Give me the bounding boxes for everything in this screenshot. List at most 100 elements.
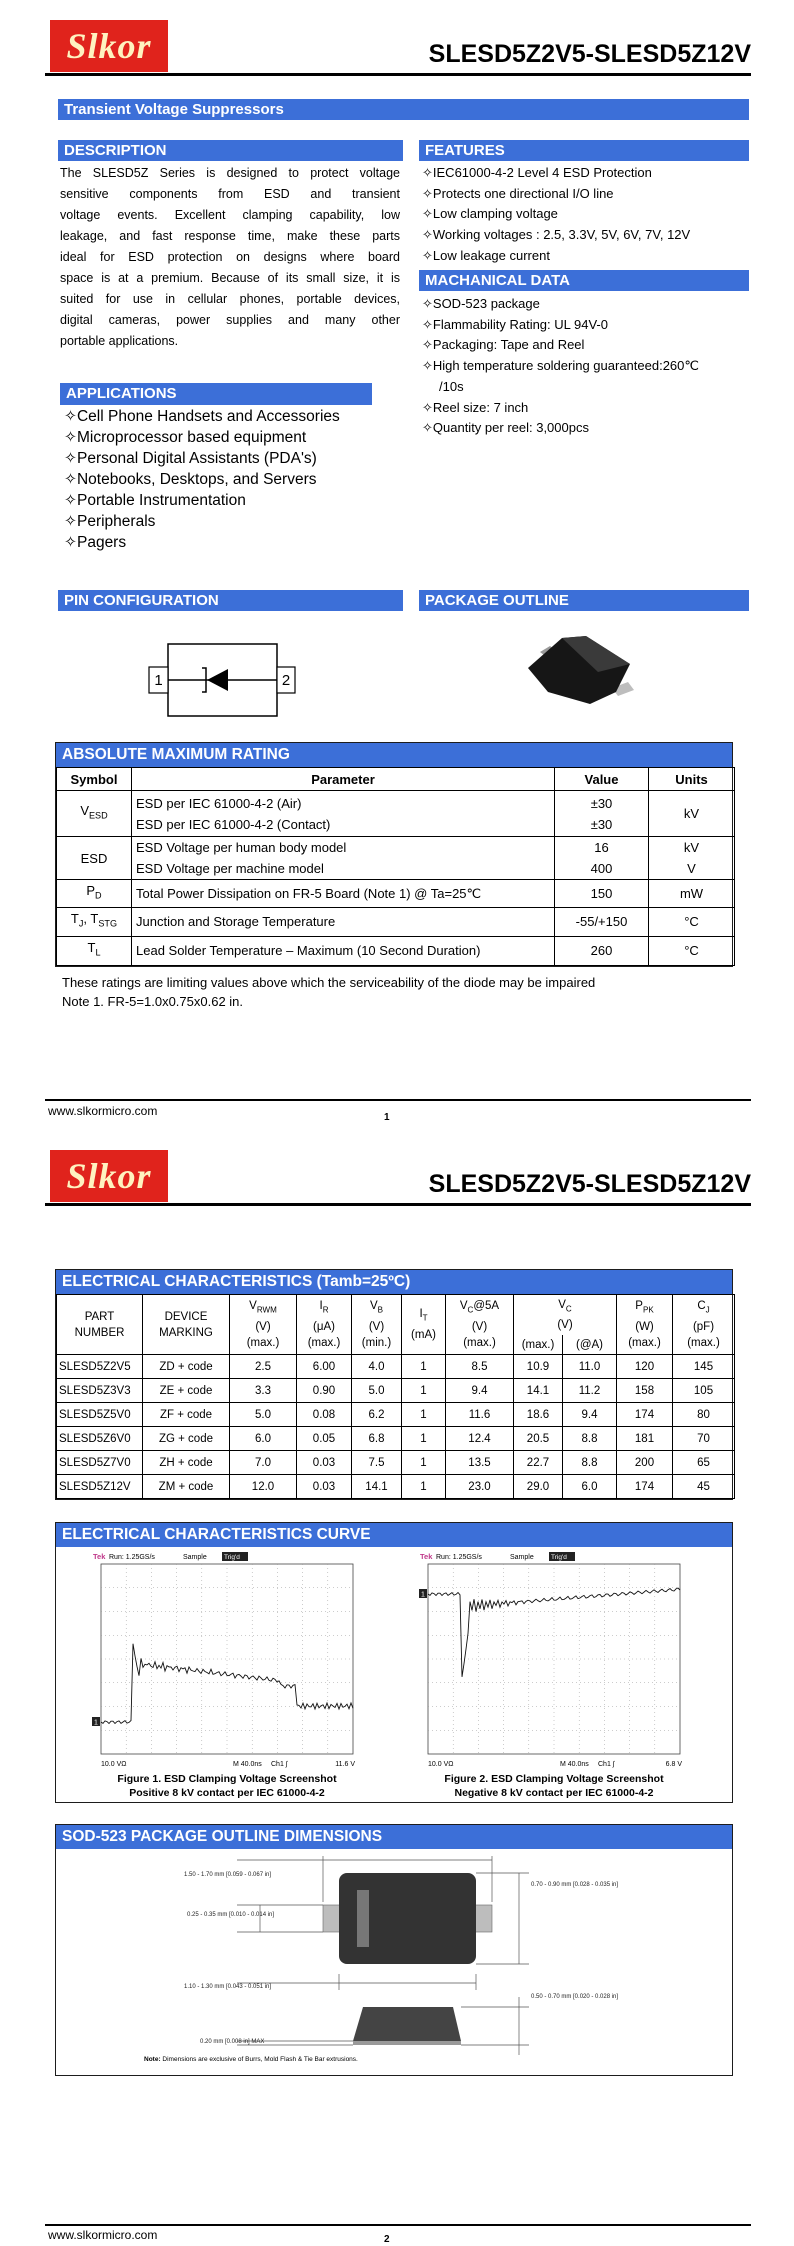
footer-rule — [45, 2224, 751, 2226]
header-row: Symbol Parameter Value Units — [56, 767, 735, 791]
list-item: ✧Portable Instrumentation — [64, 492, 246, 509]
subscript: C — [565, 1304, 572, 1314]
package-side-view — [353, 2007, 461, 2041]
parameter-cell: ESD per IEC 61000-4-2 (Air) ESD per IEC 6… — [131, 790, 555, 837]
cathode-band — [357, 1890, 369, 1947]
data-cell: 70 — [672, 1426, 735, 1451]
text-part: (max.) — [687, 1336, 720, 1349]
data-cell: 6.00 — [296, 1354, 352, 1379]
data-cell: 8.8 — [562, 1450, 617, 1475]
page-number: 1 — [384, 1112, 390, 1123]
data-cell: 0.03 — [296, 1450, 352, 1475]
text-part: (max.) — [463, 1336, 496, 1349]
header-line: PPK — [619, 1298, 670, 1318]
header-line: CJ — [675, 1298, 732, 1318]
scope-marker: 1 — [94, 1720, 98, 1727]
column-header: VC@5A (V) (max.) — [445, 1294, 514, 1355]
data-cell: 14.1 — [513, 1378, 563, 1403]
value: ±30 — [590, 816, 613, 832]
value: ±30 — [590, 795, 613, 811]
scope-mode: Sample — [510, 1554, 534, 1561]
caption-line: Negative 8 kV contact per IEC 61000-4-2 — [454, 1787, 654, 1799]
data-cell: 29.0 — [513, 1474, 563, 1499]
data-row: SLESD5Z12V ZM + code 12.0 0.03 14.1 1 23.0 29.0… — [56, 1474, 735, 1499]
subscript: R — [322, 1305, 329, 1315]
logo: Slkor — [50, 1150, 168, 1202]
section-heading: ABSOLUTE MAXIMUM RATING — [56, 743, 732, 767]
text-part: T — [87, 940, 96, 956]
text-part: (pF) — [692, 1320, 715, 1333]
list-item: ✧Working voltages : 2.5, 3.3V, 5V, 6V, 7… — [422, 227, 691, 243]
data-cell: 18.6 — [513, 1402, 563, 1427]
scope-trig: Trig'd — [224, 1554, 240, 1561]
data-cell: ZD + code — [142, 1354, 230, 1379]
symbol-cell: VESD — [56, 790, 132, 837]
data-cell: 6.2 — [351, 1402, 402, 1427]
header-line: (max.) — [619, 1335, 670, 1351]
section-heading: PIN CONFIGURATION — [58, 590, 403, 611]
text-part: P — [86, 883, 96, 898]
scope-scale: 10.0 VΩ — [428, 1761, 453, 1768]
lead — [612, 682, 634, 696]
description-line: digital cameras, power supplies and many… — [60, 313, 400, 327]
data-cell: ZH + code — [142, 1450, 230, 1475]
caption-line: Positive 8 kV contact per IEC 61000-4-2 — [129, 1787, 325, 1799]
parameter-cell: ESD Voltage per human body model ESD Volt… — [131, 836, 555, 880]
list-item: ✧Notebooks, Desktops, and Servers — [64, 471, 317, 488]
header-rule — [45, 73, 751, 76]
symbol-cell: TL — [56, 935, 132, 966]
curve-section: ELECTRICAL CHARACTERISTICS CURVE — [55, 1522, 733, 1803]
value-cell: -55/+150 — [554, 906, 649, 937]
list-item-continued: /10s — [439, 378, 464, 394]
data-cell: 174 — [616, 1474, 673, 1499]
scope-time: M 40.0ns — [560, 1761, 589, 1768]
page-number: 2 — [384, 2234, 390, 2245]
header-rule — [45, 1203, 751, 1206]
header-line: (max.) — [299, 1335, 349, 1351]
subscript: C — [467, 1305, 474, 1315]
data-row: SLESD5Z7V0 ZH + code 7.0 0.03 7.5 1 13.5 22.7 8.… — [56, 1450, 735, 1475]
data-cell: 8.8 — [562, 1426, 617, 1451]
section-heading: ELECTRICAL CHARACTERISTICS (Tamb=25ºC) — [56, 1270, 732, 1294]
column-header: CJ (pF) (max.) — [672, 1294, 735, 1355]
text-part: (max.) — [307, 1336, 341, 1349]
data-row: SLESD5Z5V0 ZF + code 5.0 0.08 6.2 1 11.6 18.6 9.… — [56, 1402, 735, 1427]
header-line: (max.) — [232, 1335, 294, 1351]
rating-row: TL Lead Solder Temperature – Maximum (10 … — [56, 935, 735, 966]
description-line: sensitive components from ESD and transi… — [60, 187, 400, 201]
package-top — [562, 636, 630, 672]
unit-cell: kV — [648, 790, 735, 837]
text-part: NUMBER — [74, 1326, 125, 1339]
data-cell: SLESD5Z2V5 — [56, 1354, 143, 1379]
data-cell: 120 — [616, 1354, 673, 1379]
outline-note: Note: Dimensions are exclusive of Burrs,… — [144, 2056, 358, 2063]
header-line: DEVICE — [145, 1309, 227, 1325]
header-line: (μA) — [299, 1319, 349, 1335]
figure-caption: Figure 1. ESD Clamping Voltage Screensho… — [77, 1772, 377, 1800]
unit: V — [687, 861, 696, 876]
outline-section: SOD-523 PACKAGE OUTLINE DIMENSIONS — [55, 1824, 733, 2076]
electrical-table: PART NUMBER DEVICE MARKING VRWM (V) (max.) IR (μ… — [56, 1294, 735, 1499]
waveform — [427, 1587, 681, 1677]
text-part: (mA) — [411, 1328, 436, 1341]
column-header: Units — [648, 767, 735, 791]
data-cell: 4.0 — [351, 1354, 402, 1379]
banner: Transient Voltage Suppressors — [58, 99, 749, 120]
package-image — [528, 636, 634, 704]
text-part: V — [459, 1300, 468, 1313]
caption-line: Figure 2. ESD Clamping Voltage Screensho… — [444, 1773, 664, 1785]
text-part: (V) — [471, 1320, 488, 1333]
parameter: Junction and Storage Temperature — [136, 914, 336, 930]
text-part: (V) — [557, 1319, 573, 1332]
text-part: I — [419, 1308, 423, 1321]
data-cell: SLESD5Z5V0 — [56, 1402, 143, 1427]
list-item: ✧Flammability Rating: UL 94V-0 — [422, 316, 608, 332]
scope-screenshot: Tek Run: 1.25GS/s Sample Trig'd 1 10.0 VΩ M 40… — [91, 1550, 363, 1770]
data-cell: 174 — [616, 1402, 673, 1427]
description-line: portable applications. — [60, 334, 179, 348]
data-cell: 12.0 — [229, 1474, 297, 1499]
caption-line: Figure 1. ESD Clamping Voltage Screensho… — [117, 1773, 337, 1785]
data-row: SLESD5Z3V3 ZE + code 3.3 0.90 5.0 1 9.4 14.1 11.… — [56, 1378, 735, 1403]
data-cell: 45 — [672, 1474, 735, 1499]
list-item: ✧Microprocessor based equipment — [64, 429, 307, 446]
